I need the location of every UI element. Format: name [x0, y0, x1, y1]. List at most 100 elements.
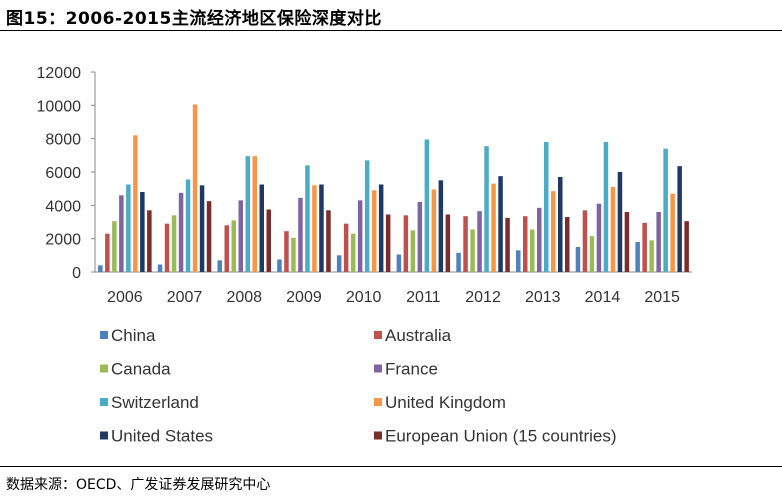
bar-france-2006	[119, 195, 124, 272]
legend-label: United Kingdom	[385, 393, 506, 412]
bar-australia-2006	[105, 233, 110, 272]
legend-swatch-australia	[374, 331, 382, 339]
bar-united-kingdom-2013	[551, 191, 556, 272]
bar-united-states-2011	[438, 180, 444, 272]
bar-united-kingdom-2015	[670, 193, 675, 272]
legend-label: Switzerland	[111, 393, 199, 412]
source-rule	[0, 466, 782, 467]
bar-united-kingdom-2014	[610, 187, 616, 272]
bar-united-states-2010	[378, 184, 384, 272]
bar-canada-2014	[589, 236, 595, 272]
bar-chart: 0 2000 4000 6000 8000 10000 12000 2006 2007 2008…	[37, 65, 692, 446]
y-axis-tick-labels: 0 2000 4000 6000 8000 10000 12000	[37, 65, 82, 282]
bar-china-2006	[98, 265, 103, 272]
bar-france-2013	[537, 207, 542, 272]
y-tick-label: 10000	[37, 98, 82, 115]
bar-switzerland-2008	[245, 156, 250, 272]
bar-switzerland-2015	[663, 148, 668, 272]
y-tick-label: 0	[72, 265, 81, 282]
bar-france-2008	[238, 200, 243, 272]
legend-label: China	[111, 326, 156, 345]
bar-australia-2010	[343, 223, 349, 272]
bar-united-states-2015	[677, 166, 682, 272]
x-tick-label: 2013	[525, 289, 561, 306]
x-tick-label: 2007	[167, 289, 203, 306]
y-tick-label: 8000	[45, 132, 81, 149]
bar-united-kingdom-2008	[252, 156, 257, 272]
bar-china-2008	[217, 260, 222, 272]
legend-label: France	[385, 360, 438, 379]
bar-canada-2013	[530, 229, 535, 272]
bar-canada-2007	[171, 215, 177, 272]
legend-swatch-france	[374, 364, 382, 373]
chart-legend: China Australia Canada France Switzerland Uni…	[100, 326, 617, 446]
bar-canada-2010	[350, 233, 356, 272]
bar-china-2014	[575, 247, 581, 272]
bar-united-states-2012	[498, 176, 503, 272]
bar-china-2015	[635, 242, 640, 272]
legend-swatch-united-kingdom	[374, 398, 382, 406]
bar-european-union-15-countries--2008	[266, 209, 271, 272]
x-tick-label: 2015	[644, 289, 680, 306]
x-tick-label: 2014	[585, 289, 621, 306]
source-note: 数据来源：OECD、广发证券发展研究中心	[6, 477, 271, 493]
figure-title: 图15：2006-2015主流经济地区保险深度对比	[6, 9, 382, 29]
bar-united-kingdom-2012	[491, 183, 496, 272]
bar-canada-2012	[470, 229, 475, 272]
bar-france-2010	[357, 200, 363, 272]
legend-swatch-canada	[100, 364, 108, 373]
bar-european-union-15-countries--2013	[565, 217, 570, 272]
bar-united-states-2014	[617, 172, 623, 272]
bar-european-union-15-countries--2012	[505, 217, 510, 272]
bar-canada-2008	[231, 220, 236, 272]
legend-swatch-european-union-15-countries-	[374, 431, 382, 440]
bar-china-2009	[277, 259, 282, 272]
bar-canada-2006	[112, 221, 117, 272]
x-tick-label: 2009	[286, 289, 322, 306]
bar-switzerland-2014	[603, 142, 609, 272]
bar-european-union-15-countries--2011	[445, 214, 451, 272]
x-tick-label: 2011	[406, 289, 441, 306]
bar-united-kingdom-2011	[431, 189, 437, 272]
bar-united-kingdom-2010	[371, 190, 377, 272]
bar-canada-2011	[410, 230, 416, 272]
bar-united-kingdom-2009	[312, 185, 317, 272]
y-tick-label: 2000	[45, 232, 81, 249]
bar-switzerland-2013	[544, 142, 549, 272]
bar-china-2010	[336, 255, 342, 272]
x-tick-label: 2012	[465, 289, 501, 306]
x-axis-tick-labels: 2006 2007 2008 2009 2010 2011 2012 2013 2014 2015	[107, 289, 680, 306]
bar-france-2015	[656, 212, 661, 272]
bar-united-kingdom-2006	[133, 135, 138, 272]
bar-france-2012	[477, 211, 482, 272]
y-tick-label: 12000	[37, 65, 82, 82]
legend-label: United States	[111, 427, 213, 446]
bar-european-union-15-countries--2014	[624, 212, 630, 272]
bar-switzerland-2006	[126, 184, 131, 272]
legend-label: Australia	[385, 326, 452, 345]
bar-european-union-15-countries--2006	[147, 210, 152, 272]
bar-switzerland-2011	[424, 139, 430, 272]
bar-australia-2013	[523, 216, 528, 272]
bar-switzerland-2009	[305, 165, 310, 272]
bar-european-union-15-countries--2015	[684, 221, 689, 272]
bar-australia-2015	[642, 222, 647, 272]
bar-united-states-2009	[319, 184, 324, 272]
bar-australia-2008	[224, 225, 229, 272]
bar-canada-2009	[291, 237, 296, 272]
x-tick-label: 2010	[346, 289, 382, 306]
bar-european-union-15-countries--2007	[206, 201, 212, 272]
bar-france-2007	[178, 192, 184, 272]
legend-swatch-china	[100, 331, 108, 339]
title-rule	[0, 30, 782, 31]
legend-swatch-united-states	[100, 431, 108, 440]
bar-european-union-15-countries--2009	[326, 210, 331, 272]
y-tick-label: 4000	[45, 198, 81, 215]
bar-china-2012	[456, 252, 461, 272]
bar-australia-2009	[284, 231, 289, 272]
bar-australia-2014	[582, 210, 588, 272]
bar-united-states-2006	[140, 192, 145, 272]
x-tick-label: 2008	[226, 289, 262, 306]
bar-european-union-15-countries--2010	[385, 214, 391, 272]
bar-france-2014	[596, 203, 602, 272]
